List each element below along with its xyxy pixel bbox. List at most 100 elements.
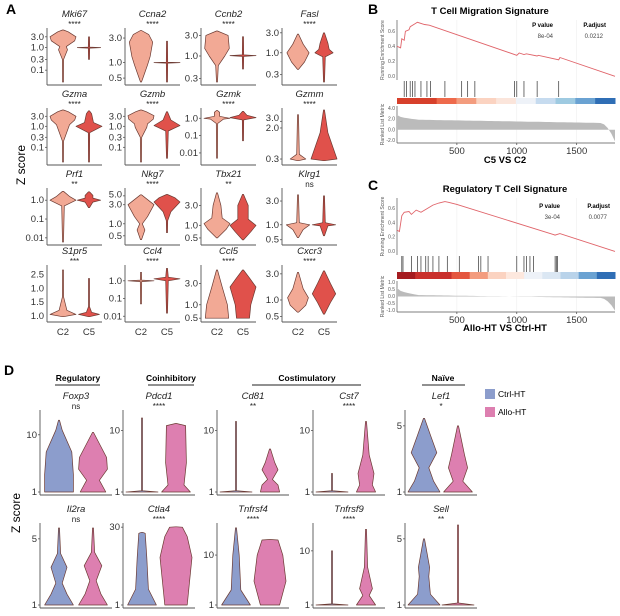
- rank-tick-label: -2.0: [386, 138, 395, 144]
- y-tick-label: 5: [397, 534, 402, 545]
- y-tick-label: 0.1: [31, 65, 44, 76]
- y-tick-label: 0.3: [31, 54, 44, 65]
- panel-label-a: A: [6, 1, 16, 17]
- y-tick-label: 0.01: [26, 233, 45, 244]
- y-tick-label: 3.0: [109, 33, 122, 44]
- es-tick-label: 0.6: [388, 29, 395, 35]
- rank-tick-label: 0.0: [388, 127, 395, 133]
- violin-ccna2-c5: [153, 40, 181, 83]
- y-tick-label: 0.3: [185, 74, 198, 85]
- violin-sell-ctrl-ht: [407, 538, 441, 606]
- gene-title-cst7: Cst7: [339, 391, 359, 402]
- y-tick-label: 0.5: [266, 311, 279, 322]
- y-tick-label: 2.5: [31, 269, 44, 280]
- y-tick-label: 0.1: [109, 294, 122, 305]
- y-tick-label: 1: [209, 600, 214, 611]
- panel-a-violins: Mki67****0.10.31.03.0Ccna2****0.51.03.0C…: [26, 9, 338, 338]
- ranked-metric-area: [397, 115, 615, 142]
- significance-gzmk: ****: [222, 100, 234, 109]
- y-tick-label: 0.01: [104, 311, 123, 322]
- violin-gzmm-c2: [289, 114, 307, 162]
- colorbar-segment: [535, 98, 557, 104]
- es-tick-label: 0.6: [388, 206, 395, 212]
- panel-b-gsea: 500 1000 1500 0.0 0.2 0.4 0.6 -2.0 0.0 2.0 4.0 Runn…: [380, 20, 616, 157]
- colorbar-segment: [416, 98, 438, 104]
- colorbar-segment: [415, 272, 434, 279]
- es-ylabel: Running Enrichment Score: [380, 20, 386, 80]
- y-tick-label: 10: [26, 430, 37, 441]
- gene-title-tbx21: Tbx21: [215, 169, 241, 180]
- violin-ctla4-allo-ht: [159, 526, 193, 606]
- panel-d-ylabel: Z score: [9, 493, 23, 533]
- violin-nkg7-c2: [127, 194, 155, 241]
- colorbar-segment: [595, 98, 616, 104]
- panel-b-pvalue-header: P value: [532, 23, 554, 29]
- y-tick-label: 1: [115, 487, 120, 498]
- gene-title-il2ra: Il2ra: [67, 504, 85, 515]
- significance-s1pr5: ***: [70, 257, 79, 266]
- violin-il2ra-ctrl-ht: [44, 527, 74, 606]
- y-tick-label: 1.0: [185, 113, 198, 124]
- panel-label-d: D: [4, 362, 14, 378]
- y-tick-label: 10: [109, 426, 120, 437]
- significance-gzmb: ****: [146, 100, 158, 109]
- y-tick-label: 0.1: [31, 142, 44, 153]
- x-tick-label: 500: [449, 146, 465, 157]
- y-tick-label: 1: [397, 600, 402, 611]
- y-tick-label: 3.0: [266, 113, 279, 124]
- colorbar-segment: [476, 98, 497, 104]
- gene-title-ccnb2: Ccnb2: [215, 9, 243, 20]
- y-tick-label: 2.0: [266, 123, 279, 134]
- rank-tick-label: 0.0: [388, 294, 395, 300]
- y-tick-label: 0.3: [266, 70, 279, 81]
- gene-title-sell: Sell: [433, 504, 450, 515]
- y-tick-label: 10: [299, 546, 310, 557]
- significance-pdcd1: ****: [153, 402, 165, 411]
- significance-ccna2: ****: [146, 20, 158, 29]
- colorbar-segment: [506, 272, 525, 279]
- significance-klrg1: ns: [305, 180, 313, 189]
- category-coinhibitory: Coinhibitory: [146, 373, 196, 383]
- violin-gzma-c2: [49, 109, 77, 163]
- violin-mki67-c2: [49, 29, 77, 83]
- ranked-metric-area: [397, 288, 615, 311]
- violin-tnfrsf9-ctrl-ht: [315, 550, 349, 606]
- panel-b-pvalue: 8e-04: [538, 34, 554, 40]
- rank-tick-label: -0.5: [386, 301, 395, 307]
- x-tick-label: 1500: [566, 146, 587, 157]
- violin-s1pr5-c5: [78, 278, 100, 318]
- violin-tbx21-c5: [229, 194, 257, 241]
- y-tick-label: 1.0: [31, 195, 44, 206]
- violin-fasl-c5: [314, 32, 334, 83]
- violin-klrg1-c5: [311, 195, 337, 237]
- legend-swatch-allo-ht: [485, 407, 495, 417]
- gene-title-ctla4: Ctla4: [148, 504, 170, 515]
- es-tick-label: 0.4: [388, 44, 395, 50]
- x-tick-label: 500: [449, 315, 465, 326]
- gene-title-klrg1: Klrg1: [298, 169, 320, 180]
- y-tick-label: 0.5: [109, 231, 122, 242]
- rank-tick-label: 1.0: [388, 280, 395, 286]
- violin-gzmb-c2: [127, 109, 155, 163]
- gene-title-gzmm: Gzmm: [296, 89, 324, 100]
- violin-prf1-c5: [76, 191, 102, 209]
- x-label-c5: C5: [83, 327, 95, 338]
- y-tick-label: 5.0: [109, 190, 122, 201]
- y-tick-label: 3.0: [185, 200, 198, 211]
- colorbar-segment: [487, 272, 507, 279]
- y-tick-label: 1: [305, 600, 310, 611]
- y-tick-label: 1.0: [266, 48, 279, 59]
- es-ylabel: Running Enrichment Score: [380, 196, 386, 256]
- gene-title-ccl5: Ccl5: [219, 246, 239, 257]
- panel-label-b: B: [368, 1, 378, 17]
- y-tick-label: 1.0: [185, 220, 198, 231]
- significance-tnfrsf9: ****: [343, 515, 355, 524]
- y-tick-label: 10: [299, 426, 310, 437]
- y-tick-label: 1.0: [31, 311, 44, 322]
- violin-cd81-allo-ht: [260, 448, 280, 493]
- panel-c-pvalue: 3e-04: [545, 215, 561, 221]
- significance-tnfrsf4: ****: [247, 515, 259, 524]
- violin-gzmb-c5: [153, 111, 181, 159]
- significance-tbx21: **: [225, 180, 231, 189]
- x-tick-label: 1000: [506, 146, 527, 157]
